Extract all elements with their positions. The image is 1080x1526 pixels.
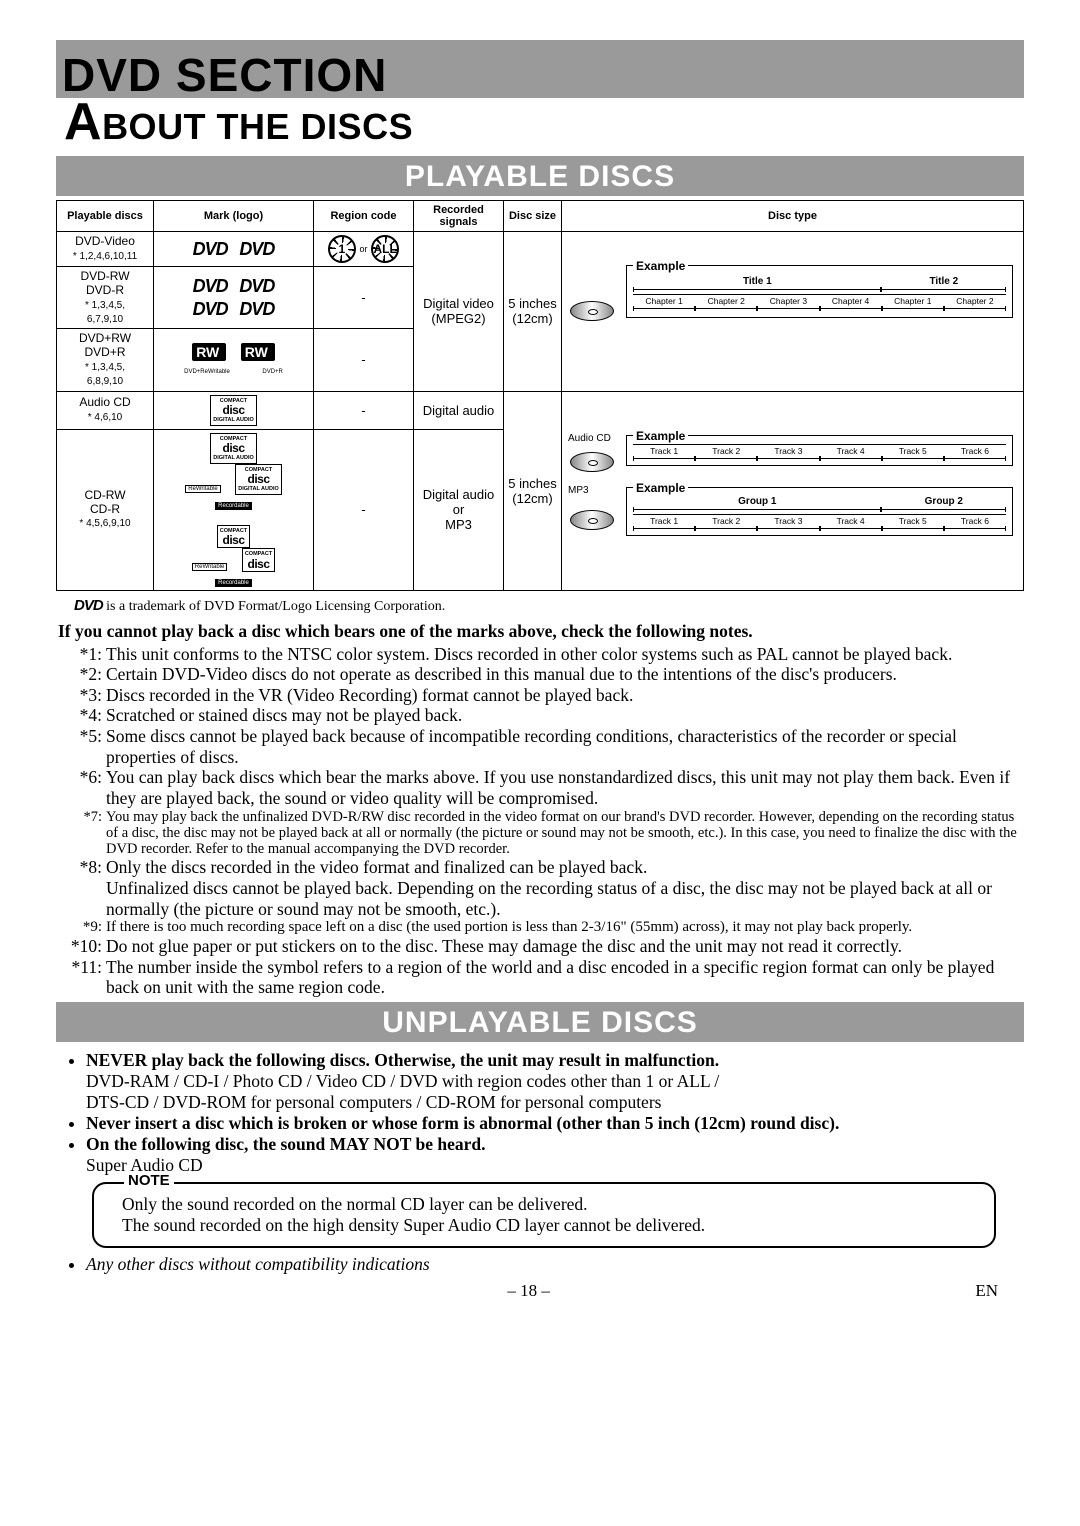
rw-badge-icon: RW [192, 343, 226, 361]
cell-disctype-dvd: Example Title 1 Title 2 Chapter 1 [562, 232, 1024, 391]
unplayable-content: NEVER play back the following discs. Oth… [56, 1046, 1024, 1279]
lang-code: EN [975, 1281, 998, 1301]
cell-dvdrw-logo: DVD DVD DVD DVD [154, 267, 314, 329]
cell-signals-mp3: Digital audio or MP3 [414, 429, 504, 590]
dvd-logo-icon: DVD [239, 239, 274, 260]
dvd-logo-icon: DVD [239, 299, 274, 320]
cell-cdrw-logo: COMPACTdiscDIGITAL AUDIOReWritable COMPA… [154, 429, 314, 590]
disc-icon [570, 301, 614, 321]
note-label: NOTE [124, 1172, 174, 1190]
region-icon: 1 [328, 235, 356, 263]
th-region: Region code [314, 201, 414, 232]
notes-list: *1:This unit conforms to the NTSC color … [56, 644, 1024, 998]
cell-size-2: 5 inches (12cm) [504, 391, 562, 590]
note-box: NOTE Only the sound recorded on the norm… [92, 1182, 996, 1248]
note-row: *8:Only the discs recorded in the video … [56, 857, 1024, 919]
note-row: *10:Do not glue paper or put stickers on… [56, 936, 1024, 957]
unplayable-heading: UNPLAYABLE DISCS [56, 1002, 1024, 1042]
note-row: *7:You may play back the unfinalized DVD… [56, 809, 1024, 858]
cd-logo-icon: COMPACTdiscDIGITAL AUDIO [235, 464, 282, 495]
cd-logo-icon: COMPACTdiscDIGITAL AUDIO [210, 395, 257, 426]
page-title: ABOUT THE DISCS [64, 104, 1024, 148]
cell-dvdvideo: DVD-Video * 1,2,4,6,10,11 [57, 232, 154, 267]
playable-discs-table: Playable discs Mark (logo) Region code R… [56, 200, 1024, 591]
dvd-logo-icon: DVD [193, 239, 228, 260]
page-number: – 18 – [82, 1281, 975, 1301]
th-mark: Mark (logo) [154, 201, 314, 232]
disc-icon [570, 510, 614, 530]
section-header: DVD SECTION [56, 40, 1024, 98]
cell-region-dash1: - [314, 267, 414, 329]
cell-dvdplusrw-logo: RW RW DVD+ReWritable DVD+R [154, 329, 314, 391]
disc-icon [570, 452, 614, 472]
th-type: Disc type [562, 201, 1024, 232]
th-playable: Playable discs [57, 201, 154, 232]
note-row: *5:Some discs cannot be played back beca… [56, 726, 1024, 767]
cd-logo-icon: COMPACTdiscDIGITAL AUDIO [210, 433, 257, 464]
section-title: DVD SECTION [62, 52, 387, 98]
region-icon: ALL [371, 235, 399, 263]
cell-size-1: 5 inches (12cm) [504, 232, 562, 391]
notes-intro: If you cannot play back a disc which bea… [58, 621, 1024, 642]
cell-region-dash4: - [314, 429, 414, 590]
cell-region: 1 or ALL [314, 232, 414, 267]
cell-audiocd: Audio CD * 4,6,10 [57, 391, 154, 429]
cell-region-dash3: - [314, 391, 414, 429]
cell-dvdrw: DVD-RW DVD-R * 1,3,4,5, 6,7,9,10 [57, 267, 154, 329]
italic-footnote: Any other discs without compatibility in… [86, 1254, 1016, 1275]
note-row: *1:This unit conforms to the NTSC color … [56, 644, 1024, 665]
playable-heading: PLAYABLE DISCS [56, 156, 1024, 196]
cell-dvdvideo-logo: DVD DVD [154, 232, 314, 267]
dvd-logo-icon: DVD [239, 276, 274, 297]
th-size: Disc size [504, 201, 562, 232]
cell-signals-audio: Digital audio [414, 391, 504, 429]
note-row: *3:Discs recorded in the VR (Video Recor… [56, 685, 1024, 706]
note-row: *4:Scratched or stained discs may not be… [56, 705, 1024, 726]
note-row: *11:The number inside the symbol refers … [56, 957, 1024, 998]
cell-cdrw: CD-RW CD-R * 4,5,6,9,10 [57, 429, 154, 590]
th-signals: Recorded signals [414, 201, 504, 232]
note-row: *6:You can play back discs which bear th… [56, 767, 1024, 808]
note-row: *2:Certain DVD-Video discs do not operat… [56, 664, 1024, 685]
page-footer: – 18 – EN [56, 1279, 1024, 1301]
cell-disctype-cd: Audio CD Example Track 1Track 2Track 3Tr… [562, 391, 1024, 590]
cell-region-dash2: - [314, 329, 414, 391]
cell-signals-video: Digital video (MPEG2) [414, 232, 504, 391]
dvd-logo-icon: DVD [74, 597, 103, 614]
note-row: *9:If there is too much recording space … [56, 919, 1024, 936]
cd-logo-icon: COMPACTdisc [242, 548, 275, 572]
cd-logo-icon: COMPACTdisc [217, 525, 250, 549]
dvd-logo-icon: DVD [193, 276, 228, 297]
dvd-logo-icon: DVD [193, 299, 228, 320]
cell-audiocd-logo: COMPACTdiscDIGITAL AUDIO [154, 391, 314, 429]
cell-dvdplusrw: DVD+RW DVD+R * 1,3,4,5, 6,8,9,10 [57, 329, 154, 391]
rw-badge-icon: RW [241, 343, 275, 361]
trademark-line: DVD is a trademark of DVD Format/Logo Li… [74, 597, 1024, 615]
